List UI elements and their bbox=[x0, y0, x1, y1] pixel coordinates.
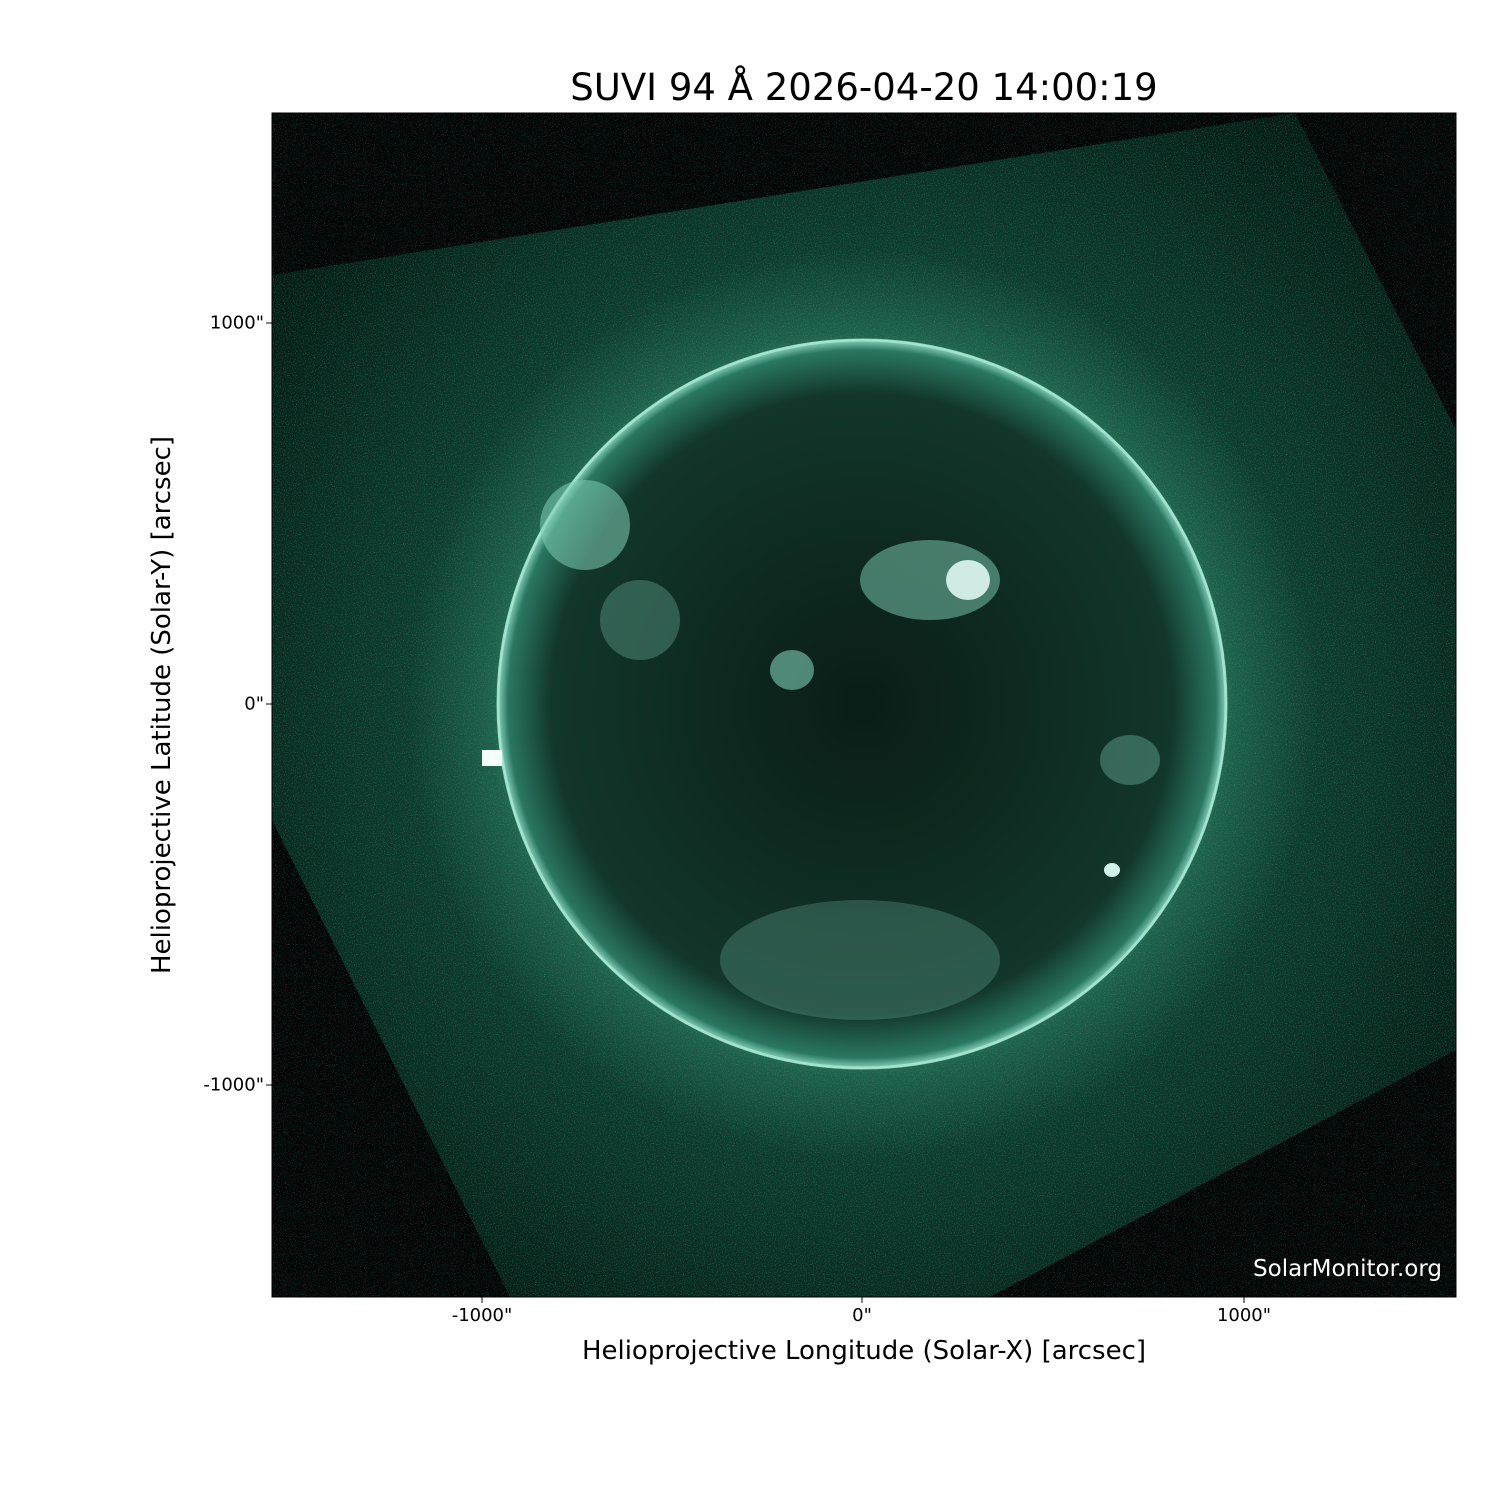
y-axis-label: Helioprojective Latitude (Solar-Y) [arcs… bbox=[147, 435, 177, 975]
x-axis-label: Helioprojective Longitude (Solar-X) [arc… bbox=[581, 1336, 1147, 1366]
y-tick-marks bbox=[266, 322, 272, 1086]
chart-title: SUVI 94 Å 2026-04-20 14:00:19 bbox=[570, 66, 1158, 109]
y-tick-label: -1000" bbox=[203, 1074, 264, 1096]
x-tick-label: -1000" bbox=[451, 1305, 513, 1326]
active-regions bbox=[482, 480, 1160, 1020]
x-tick-marks bbox=[481, 1297, 1245, 1303]
x-tick-label: 0" bbox=[852, 1305, 872, 1326]
y-tick-label: 1000" bbox=[209, 312, 264, 334]
x-tick-label: 1000" bbox=[1216, 1305, 1272, 1326]
watermark: SolarMonitor.org bbox=[1253, 1256, 1442, 1282]
solar-disk bbox=[497, 339, 1227, 1069]
y-tick-label: 0" bbox=[244, 693, 264, 715]
solar-limb bbox=[496, 338, 1228, 1070]
